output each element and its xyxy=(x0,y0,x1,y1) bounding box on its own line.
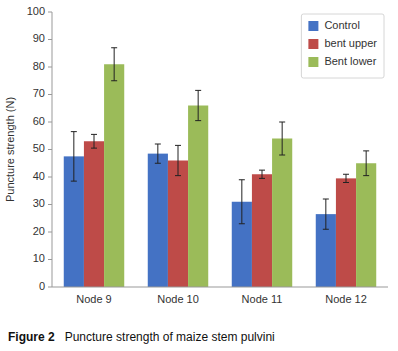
error-bar xyxy=(239,180,245,224)
bar xyxy=(84,141,104,287)
y-tick-label: 70 xyxy=(33,87,45,99)
y-tick xyxy=(48,259,52,260)
caption-text: Puncture strength of maize stem pulvini xyxy=(65,330,275,344)
error-bar xyxy=(71,132,77,182)
error-bar xyxy=(323,199,329,229)
y-tick xyxy=(48,39,52,40)
error-bar xyxy=(363,151,369,176)
error-bar xyxy=(91,134,97,148)
error-bar xyxy=(195,90,201,120)
legend-swatch xyxy=(308,57,318,67)
bars xyxy=(64,48,376,287)
bar xyxy=(252,174,272,287)
bar xyxy=(148,154,168,287)
y-tick-label: 0 xyxy=(39,280,45,292)
bar xyxy=(336,178,356,287)
error-bar xyxy=(343,174,349,182)
legend-label: Bent lower xyxy=(324,55,376,67)
caption-label: Figure 2 xyxy=(8,330,55,344)
error-bar xyxy=(279,122,285,155)
y-tick xyxy=(48,149,52,150)
y-tick-label: 80 xyxy=(33,60,45,72)
bar xyxy=(272,139,292,288)
legend-label: bent upper xyxy=(324,37,377,49)
y-tick xyxy=(48,94,52,95)
error-bar xyxy=(155,144,161,163)
caption: Figure 2 Puncture strength of maize stem … xyxy=(8,330,275,344)
y-tick-label: 60 xyxy=(33,115,45,127)
x-axis-line xyxy=(52,287,388,288)
y-tick xyxy=(48,67,52,68)
y-tick xyxy=(48,232,52,233)
y-axis-label: Puncture strength (N) xyxy=(4,97,16,202)
y-tick xyxy=(48,12,52,13)
y-tick-label: 100 xyxy=(27,5,45,17)
y-tick xyxy=(48,177,52,178)
x-tick-label: Node 10 xyxy=(157,293,199,305)
y-tick-label: 90 xyxy=(33,32,45,44)
y-tick-label: 20 xyxy=(33,225,45,237)
legend-box xyxy=(301,14,384,78)
legend: Control bent upper Bent lower xyxy=(301,14,384,78)
legend-label: Control xyxy=(324,19,359,31)
y-tick-label: 40 xyxy=(33,170,45,182)
legend-swatch xyxy=(308,39,318,49)
bar xyxy=(168,161,188,288)
x-tick-label: Node 12 xyxy=(325,293,367,305)
error-bar xyxy=(111,48,117,81)
y-tick xyxy=(48,122,52,123)
y-tick-label: 50 xyxy=(33,142,45,154)
error-bar xyxy=(259,170,265,178)
y-tick xyxy=(48,287,52,288)
x-tick-label: Node 11 xyxy=(242,293,283,305)
y-tick-label: 30 xyxy=(33,197,45,209)
x-tick-label: Node 9 xyxy=(76,293,111,305)
bar xyxy=(188,106,208,288)
y-tick-label: 10 xyxy=(33,252,45,264)
legend-swatch xyxy=(308,21,318,31)
bar xyxy=(356,163,376,287)
chart: 0 10 20 30 40 50 60 70 80 90 100 Node 9 Node 10 Node … xyxy=(0,0,398,351)
error-bar xyxy=(175,145,181,175)
y-tick xyxy=(48,204,52,205)
bar xyxy=(104,64,124,287)
